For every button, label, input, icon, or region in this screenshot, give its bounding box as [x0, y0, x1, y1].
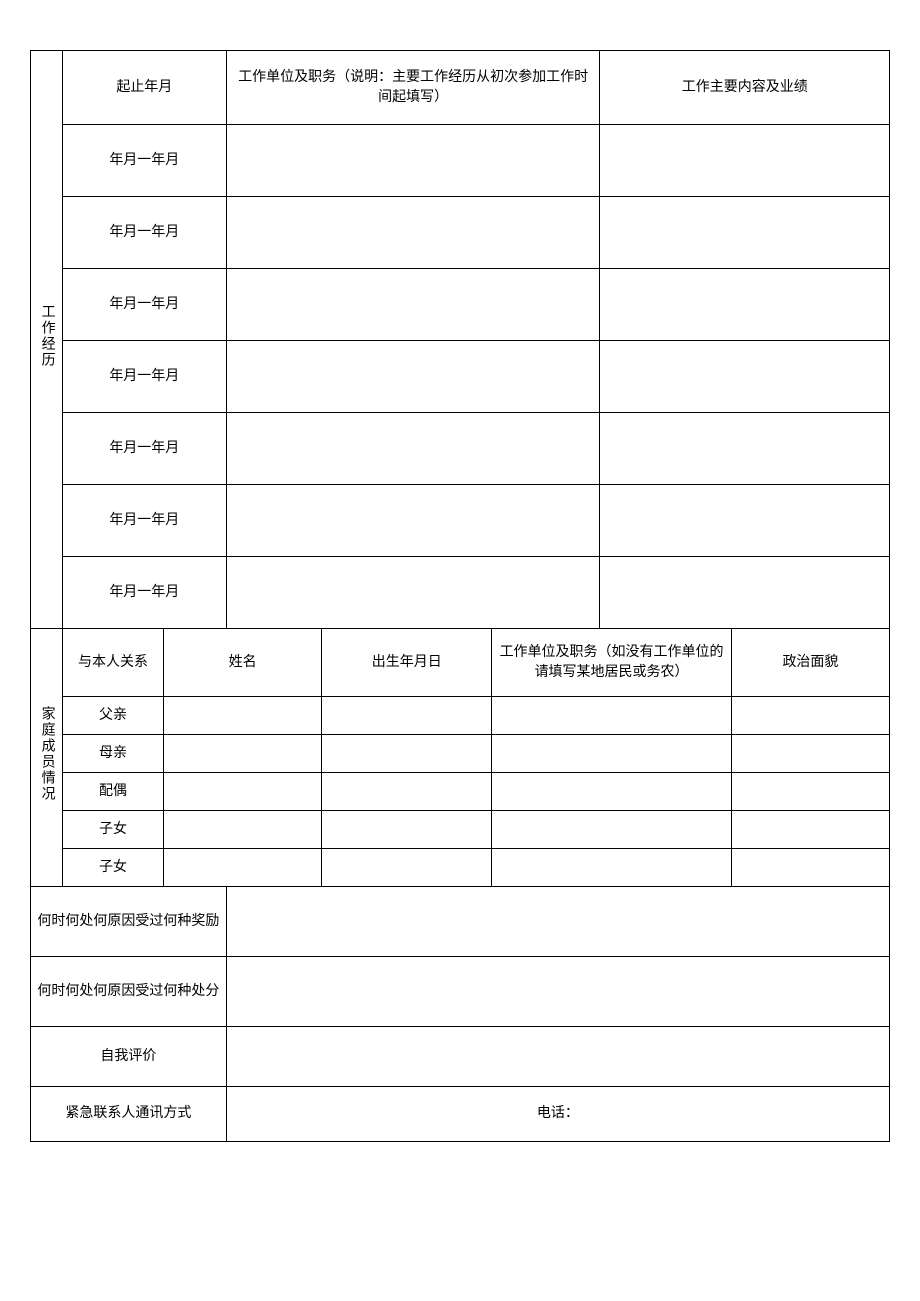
work-unit-cell: [226, 413, 600, 485]
family-birth-cell: [322, 735, 492, 773]
work-unit-cell: [226, 341, 600, 413]
award-value: [226, 887, 889, 957]
family-unit-cell: [492, 697, 732, 735]
work-row: 年月一年月: [31, 413, 890, 485]
self-eval-label: 自我评价: [31, 1027, 227, 1087]
family-political-cell: [731, 811, 889, 849]
self-eval-value: [226, 1027, 889, 1087]
family-relation-cell: 父亲: [62, 697, 163, 735]
self-eval-row: 自我评价: [31, 1027, 890, 1087]
work-row: 年月一年月: [31, 269, 890, 341]
work-period-cell: 年月一年月: [62, 197, 226, 269]
contact-row: 紧急联系人通讯方式 电话：: [31, 1087, 890, 1142]
family-relation-cell: 子女: [62, 849, 163, 887]
work-content-cell: [600, 485, 890, 557]
family-header-relation: 与本人关系: [62, 629, 163, 697]
family-row: 母亲: [31, 735, 890, 773]
work-content-cell: [600, 557, 890, 629]
family-row: 父亲: [31, 697, 890, 735]
family-header-political: 政治面貌: [731, 629, 889, 697]
family-birth-cell: [322, 811, 492, 849]
work-unit-cell: [226, 557, 600, 629]
family-header-unit: 工作单位及职务（如没有工作单位的请填写某地居民或务农）: [492, 629, 732, 697]
family-section-label: 家庭成员情况: [31, 629, 63, 887]
punish-row: 何时何处何原因受过何种处分: [31, 957, 890, 1027]
work-unit-cell: [226, 197, 600, 269]
work-period-cell: 年月一年月: [62, 125, 226, 197]
work-period-cell: 年月一年月: [62, 557, 226, 629]
work-header-unit: 工作单位及职务（说明：主要工作经历从初次参加工作时间起填写）: [226, 51, 600, 125]
work-row: 年月一年月: [31, 557, 890, 629]
work-period-cell: 年月一年月: [62, 341, 226, 413]
family-row: 配偶: [31, 773, 890, 811]
family-unit-cell: [492, 849, 732, 887]
family-political-cell: [731, 697, 889, 735]
award-label: 何时何处何原因受过何种奖励: [31, 887, 227, 957]
family-name-cell: [164, 849, 322, 887]
family-name-cell: [164, 811, 322, 849]
family-header-birth: 出生年月日: [322, 629, 492, 697]
work-row: 年月一年月: [31, 125, 890, 197]
family-birth-cell: [322, 773, 492, 811]
work-period-cell: 年月一年月: [62, 485, 226, 557]
work-header-content: 工作主要内容及业绩: [600, 51, 890, 125]
family-relation-cell: 子女: [62, 811, 163, 849]
family-header-name: 姓名: [164, 629, 322, 697]
work-row: 年月一年月: [31, 341, 890, 413]
work-unit-cell: [226, 125, 600, 197]
award-row: 何时何处何原因受过何种奖励: [31, 887, 890, 957]
family-birth-cell: [322, 849, 492, 887]
contact-label: 紧急联系人通讯方式: [31, 1087, 227, 1142]
work-content-cell: [600, 125, 890, 197]
work-unit-cell: [226, 485, 600, 557]
family-political-cell: [731, 735, 889, 773]
family-name-cell: [164, 735, 322, 773]
family-political-cell: [731, 773, 889, 811]
work-content-cell: [600, 269, 890, 341]
work-content-cell: [600, 341, 890, 413]
family-unit-cell: [492, 773, 732, 811]
family-row: 子女: [31, 811, 890, 849]
contact-phone: 电话：: [226, 1087, 889, 1142]
family-unit-cell: [492, 735, 732, 773]
work-period-cell: 年月一年月: [62, 413, 226, 485]
family-relation-cell: 配偶: [62, 773, 163, 811]
work-row: 年月一年月: [31, 197, 890, 269]
work-period-cell: 年月一年月: [62, 269, 226, 341]
family-birth-cell: [322, 697, 492, 735]
family-unit-cell: [492, 811, 732, 849]
work-row: 年月一年月: [31, 485, 890, 557]
family-political-cell: [731, 849, 889, 887]
work-unit-cell: [226, 269, 600, 341]
family-name-cell: [164, 773, 322, 811]
family-row: 子女: [31, 849, 890, 887]
punish-value: [226, 957, 889, 1027]
work-header-row: 工作经历 起止年月 工作单位及职务（说明：主要工作经历从初次参加工作时间起填写）…: [31, 51, 890, 125]
work-header-period: 起止年月: [62, 51, 226, 125]
family-relation-cell: 母亲: [62, 735, 163, 773]
family-name-cell: [164, 697, 322, 735]
resume-form-table: 工作经历 起止年月 工作单位及职务（说明：主要工作经历从初次参加工作时间起填写）…: [30, 50, 890, 1142]
work-content-cell: [600, 413, 890, 485]
family-header-row: 家庭成员情况 与本人关系 姓名 出生年月日 工作单位及职务（如没有工作单位的请填…: [31, 629, 890, 697]
punish-label: 何时何处何原因受过何种处分: [31, 957, 227, 1027]
work-content-cell: [600, 197, 890, 269]
work-section-label: 工作经历: [31, 51, 63, 629]
